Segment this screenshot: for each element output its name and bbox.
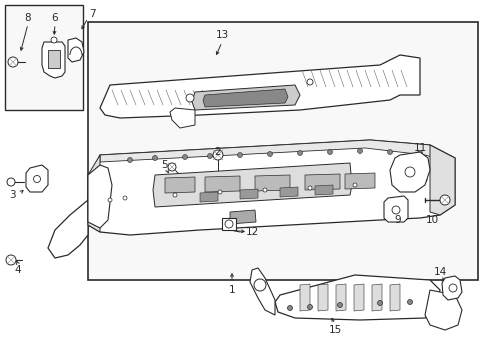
Circle shape — [8, 57, 18, 67]
Text: 6: 6 — [52, 13, 58, 23]
Circle shape — [287, 306, 292, 310]
Text: 10: 10 — [425, 215, 438, 225]
Circle shape — [327, 149, 332, 154]
Polygon shape — [424, 290, 461, 330]
Polygon shape — [164, 177, 195, 193]
Polygon shape — [389, 152, 429, 192]
Polygon shape — [299, 284, 309, 311]
Circle shape — [337, 302, 342, 307]
Polygon shape — [88, 155, 100, 232]
Circle shape — [173, 193, 177, 197]
Polygon shape — [274, 275, 439, 320]
Circle shape — [185, 94, 194, 102]
Polygon shape — [68, 38, 84, 62]
Text: 15: 15 — [328, 325, 341, 335]
Polygon shape — [441, 276, 461, 300]
Bar — [215, 182, 221, 192]
Circle shape — [51, 37, 57, 43]
Circle shape — [267, 152, 272, 157]
Circle shape — [207, 153, 212, 158]
Bar — [5, 5, 83, 110]
Circle shape — [168, 163, 176, 171]
Circle shape — [224, 220, 232, 228]
Polygon shape — [204, 176, 240, 192]
Polygon shape — [335, 284, 346, 311]
Polygon shape — [88, 165, 112, 228]
Polygon shape — [305, 174, 339, 190]
Polygon shape — [203, 89, 287, 107]
Text: 14: 14 — [432, 267, 446, 277]
Circle shape — [448, 284, 456, 292]
Circle shape — [7, 178, 15, 186]
Circle shape — [237, 153, 242, 158]
Text: 9: 9 — [394, 215, 401, 225]
Circle shape — [297, 150, 302, 156]
Polygon shape — [353, 284, 363, 311]
Circle shape — [392, 180, 396, 184]
Polygon shape — [429, 145, 454, 215]
Circle shape — [307, 305, 312, 310]
Circle shape — [218, 190, 222, 194]
Polygon shape — [254, 175, 289, 191]
Polygon shape — [26, 165, 48, 192]
Circle shape — [422, 178, 426, 182]
Circle shape — [439, 195, 449, 205]
Polygon shape — [383, 196, 407, 222]
Circle shape — [352, 183, 356, 187]
Polygon shape — [314, 185, 332, 195]
Circle shape — [108, 198, 112, 202]
Circle shape — [34, 175, 41, 183]
Circle shape — [377, 301, 382, 306]
Polygon shape — [317, 284, 327, 311]
Text: 13: 13 — [215, 30, 228, 40]
Circle shape — [253, 279, 265, 291]
Polygon shape — [170, 108, 195, 128]
Text: 4: 4 — [15, 265, 21, 275]
Text: 11: 11 — [412, 143, 426, 153]
Circle shape — [213, 150, 223, 160]
Circle shape — [127, 158, 132, 162]
Circle shape — [357, 148, 362, 153]
Circle shape — [182, 154, 187, 159]
Text: 1: 1 — [228, 285, 235, 295]
Polygon shape — [249, 268, 274, 315]
Circle shape — [152, 156, 157, 161]
Bar — [88, 22, 477, 280]
Circle shape — [123, 196, 127, 200]
Text: 2: 2 — [214, 147, 221, 157]
Circle shape — [391, 206, 399, 214]
Polygon shape — [280, 187, 297, 197]
Text: 12: 12 — [245, 227, 258, 237]
Circle shape — [306, 79, 312, 85]
Polygon shape — [48, 200, 88, 258]
Circle shape — [417, 150, 422, 156]
Bar — [48, 50, 60, 68]
Text: 3: 3 — [9, 190, 15, 200]
Polygon shape — [389, 284, 399, 311]
Text: 7: 7 — [88, 9, 95, 19]
Polygon shape — [200, 192, 218, 202]
Polygon shape — [88, 140, 454, 235]
Polygon shape — [100, 140, 454, 162]
Polygon shape — [153, 163, 351, 207]
Polygon shape — [240, 189, 258, 199]
Text: 8: 8 — [24, 13, 31, 23]
Circle shape — [407, 300, 412, 305]
Text: 5: 5 — [162, 160, 168, 170]
Circle shape — [6, 255, 16, 265]
Polygon shape — [192, 85, 299, 110]
Bar — [222, 218, 236, 230]
Circle shape — [386, 149, 392, 154]
Circle shape — [307, 186, 311, 190]
Polygon shape — [345, 173, 374, 189]
Circle shape — [263, 188, 266, 192]
Polygon shape — [229, 210, 256, 224]
Polygon shape — [42, 42, 65, 78]
Circle shape — [404, 167, 414, 177]
Polygon shape — [371, 284, 381, 311]
Polygon shape — [100, 55, 419, 118]
